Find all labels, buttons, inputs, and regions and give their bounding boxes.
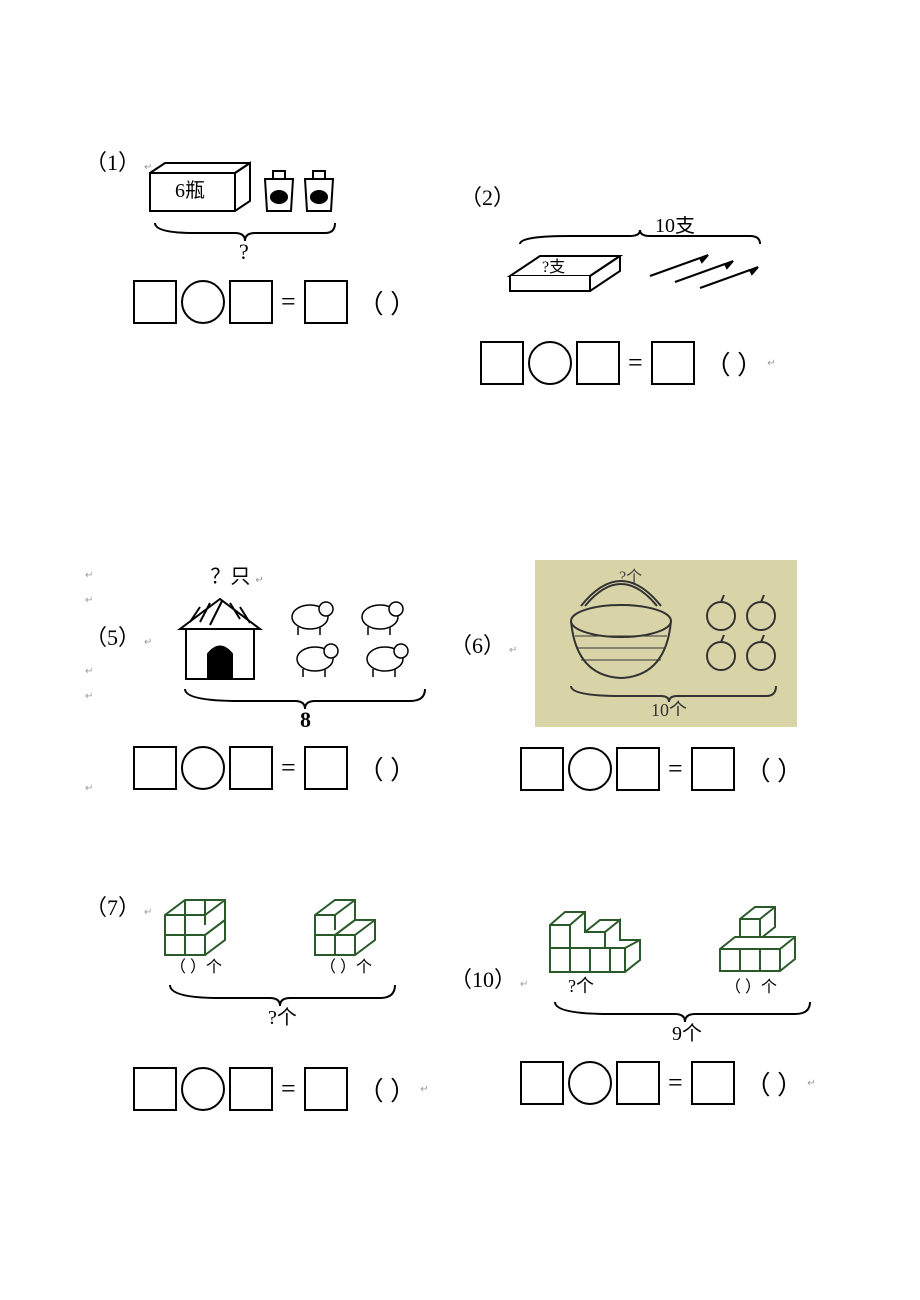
- problem-number: （5）: [85, 625, 140, 650]
- return-mark: ↵: [520, 979, 528, 990]
- unit-paren[interactable]: （ ）: [745, 751, 804, 788]
- problem-number: （7）: [85, 895, 140, 920]
- equation-row: = （ ）: [520, 747, 850, 791]
- equals-sign: =: [624, 348, 647, 378]
- problem-1-image: 6瓶 ?: [145, 153, 425, 268]
- result-box[interactable]: [304, 1067, 348, 1111]
- unknown-label: ?支: [542, 258, 565, 276]
- operand-box-2[interactable]: [229, 746, 273, 790]
- result-box[interactable]: [304, 280, 348, 324]
- return-mark: ↵: [85, 570, 152, 581]
- total-label: 8: [300, 707, 311, 729]
- problem-number: （2）: [460, 185, 515, 210]
- operand-box-1[interactable]: [520, 1061, 564, 1105]
- result-box[interactable]: [651, 341, 695, 385]
- equals-sign: =: [664, 754, 687, 784]
- equation-row: = （ ） ↵: [480, 341, 840, 385]
- equals-sign: =: [277, 753, 300, 783]
- equation-row: = （ ）: [133, 280, 425, 324]
- operator-circle[interactable]: [568, 747, 612, 791]
- cubes-image: （ ）个 （ ）个 ?个: [160, 890, 450, 1050]
- return-mark: ↵: [255, 575, 263, 586]
- equals-sign: =: [277, 287, 300, 317]
- operand-box-2[interactable]: [616, 1061, 660, 1105]
- problem-number: （1）: [85, 150, 140, 175]
- operator-circle[interactable]: [528, 341, 572, 385]
- equation-row: = （ ） ↵: [520, 1061, 870, 1105]
- problem-6-image: ?个 10个: [535, 560, 797, 727]
- box-label: 6瓶: [175, 179, 205, 202]
- return-mark: ↵: [85, 666, 152, 677]
- return-mark: ↵: [420, 1084, 428, 1095]
- right-label: （ ）个: [725, 978, 777, 996]
- operator-circle[interactable]: [181, 280, 225, 324]
- problem-5-image: ？只 ↵: [170, 560, 450, 734]
- result-box[interactable]: [691, 747, 735, 791]
- basket-apples-image: ?个 10个: [541, 566, 791, 716]
- operand-box-1[interactable]: [133, 1067, 177, 1111]
- equation-row: = （ ）: [133, 746, 455, 790]
- return-mark: ↵: [509, 645, 517, 656]
- equals-sign: =: [277, 1074, 300, 1104]
- ink-bottles-image: 6瓶 ?: [145, 153, 375, 263]
- operand-box-1[interactable]: [520, 747, 564, 791]
- problem-1: （1） ↵ 6瓶 ?: [85, 145, 425, 324]
- operand-box-2[interactable]: [229, 1067, 273, 1111]
- operand-box-1[interactable]: [133, 746, 177, 790]
- total-label: 9个: [672, 1022, 702, 1045]
- return-mark: ↵: [85, 691, 152, 702]
- operand-box-1[interactable]: [480, 341, 524, 385]
- result-box[interactable]: [691, 1061, 735, 1105]
- equals-sign: =: [664, 1068, 687, 1098]
- problem-10: （10） ↵ ?个: [450, 900, 870, 1105]
- operator-circle[interactable]: [181, 1067, 225, 1111]
- problem-7-image: （ ）个 （ ）个 ?个: [160, 890, 450, 1055]
- left-label: ?个: [568, 976, 594, 996]
- unit-paren[interactable]: （ ）: [358, 1071, 417, 1108]
- cubes-image-2: ?个 （ ）个 9个: [540, 900, 860, 1050]
- problem-2: （2） 10支 ?支: [460, 180, 840, 385]
- return-mark: ↵: [767, 358, 775, 369]
- unit-paren[interactable]: （ ）: [358, 284, 417, 321]
- equation-row: = （ ） ↵: [133, 1067, 465, 1111]
- left-count-label: （ ）个: [170, 958, 222, 976]
- unit-paren[interactable]: （ ）: [745, 1065, 804, 1102]
- return-mark: ↵: [85, 783, 93, 794]
- pencils-image: 10支 ?支: [490, 216, 790, 316]
- right-count-label: （ ）个: [320, 958, 372, 976]
- problem-2-image: 10支 ?支: [490, 216, 840, 321]
- total-label: ?个: [268, 1006, 297, 1029]
- house-top-label: ？只: [210, 566, 250, 588]
- return-mark: ↵: [807, 1078, 815, 1089]
- total-label: 10支: [655, 216, 695, 237]
- unit-paren[interactable]: （ ）: [358, 750, 417, 787]
- problem-6: （6） ↵ ?个: [450, 560, 850, 791]
- operand-box-2[interactable]: [229, 280, 273, 324]
- operator-circle[interactable]: [181, 746, 225, 790]
- problem-7: （7） ↵ （ ）个: [85, 890, 465, 1111]
- problem-10-image: ?个 （ ）个 9个: [540, 900, 860, 1055]
- problem-5: ↵ ↵ （5） ↵ ↵ ↵ ？只 ↵: [85, 560, 455, 790]
- dogs-house-image: 8: [170, 589, 450, 729]
- operand-box-1[interactable]: [133, 280, 177, 324]
- operand-box-2[interactable]: [576, 341, 620, 385]
- operand-box-2[interactable]: [616, 747, 660, 791]
- result-box[interactable]: [304, 746, 348, 790]
- total-label: 10个: [651, 700, 687, 716]
- problem-number: （10）: [450, 967, 516, 992]
- operator-circle[interactable]: [568, 1061, 612, 1105]
- return-mark: ↵: [85, 595, 152, 606]
- problem-number: （6）: [450, 633, 505, 658]
- return-mark: ↵: [144, 907, 152, 918]
- unit-paren[interactable]: （ ）: [705, 345, 764, 382]
- unknown-mark: ?: [239, 239, 249, 263]
- return-mark: ↵: [144, 637, 152, 648]
